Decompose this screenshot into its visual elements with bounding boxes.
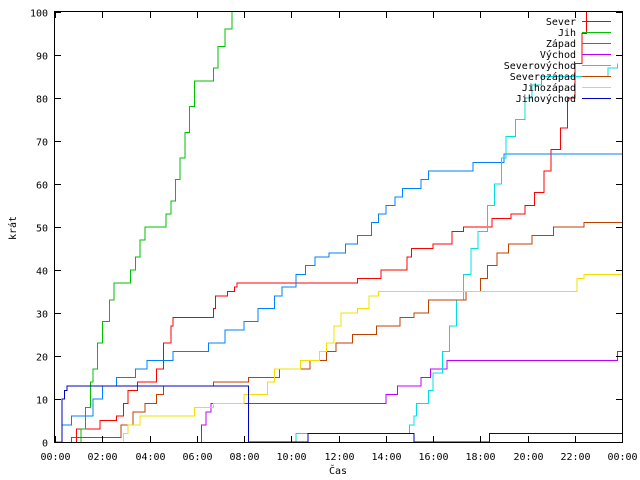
x-tick-label: 00:00 — [607, 452, 637, 463]
y-tick-label: 0 — [42, 439, 48, 450]
legend-label: Sever — [546, 17, 576, 28]
legend-label: Východ — [540, 49, 576, 61]
x-tick-label: 00:00 — [40, 452, 70, 463]
y-tick-label: 60 — [36, 181, 48, 192]
x-tick-label: 10:00 — [276, 452, 306, 463]
series-line — [71, 222, 622, 442]
y-axis-label: krát — [7, 216, 19, 240]
x-tick-label: 06:00 — [182, 452, 212, 463]
legend: SeverJihZápadVýchodSeverovýchodSeverozáp… — [504, 17, 611, 105]
legend-label: Jihovýchod — [516, 93, 576, 105]
y-tick-label: 10 — [36, 396, 48, 407]
plot-area — [55, 12, 622, 443]
x-tick-label: 16:00 — [418, 452, 448, 463]
y-tick-label: 100 — [30, 9, 48, 20]
y-tick-label: 50 — [36, 224, 48, 235]
x-axis: 00:00 02:00 04:00 06:00 08:00 10:00 12:00 14:00… — [40, 12, 638, 463]
series-line — [75, 12, 588, 442]
y-tick-label: 30 — [36, 310, 48, 321]
x-tick-label: 22:00 — [560, 452, 590, 463]
x-tick-label: 02:00 — [87, 452, 117, 463]
plot-frame — [54, 11, 623, 443]
x-tick-label: 12:00 — [324, 452, 354, 463]
series-line — [123, 273, 622, 442]
y-tick-label: 90 — [36, 52, 48, 63]
y-tick-label: 40 — [36, 267, 48, 278]
series-line — [201, 351, 622, 442]
series-line — [55, 153, 622, 443]
legend-label: Severovýchod — [504, 60, 576, 72]
series-line — [80, 12, 233, 442]
legend-label: Jih — [558, 28, 576, 39]
legend-label: Severozápad — [510, 71, 576, 83]
y-tick-label: 20 — [36, 353, 48, 364]
x-tick-label: 04:00 — [135, 452, 165, 463]
x-tick-label: 14:00 — [371, 452, 401, 463]
y-tick-label: 80 — [36, 95, 48, 106]
legend-label: Jihozápad — [522, 82, 576, 94]
series-line — [61, 385, 622, 443]
x-axis-label: Čas — [329, 464, 347, 477]
x-tick-label: 20:00 — [513, 452, 543, 463]
x-tick-label: 18:00 — [465, 452, 495, 463]
y-tick-label: 70 — [36, 138, 48, 149]
y-axis: 0 10 20 30 40 50 60 70 80 90 100 — [30, 9, 622, 450]
x-tick-label: 08:00 — [229, 452, 259, 463]
legend-label: Západ — [546, 38, 576, 50]
series-line — [295, 63, 618, 442]
